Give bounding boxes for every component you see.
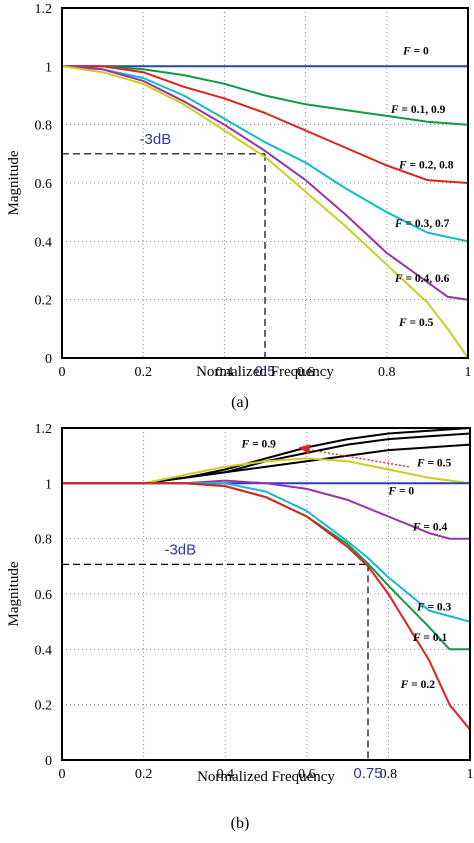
- y-tick-label: 0.2: [35, 699, 53, 714]
- y-tick-label: 0.2: [35, 294, 53, 309]
- chart-panel-a: 0 0.2 0.4 0.6 0.8 1 0 0.2 0.4 0.6 0.8 1 1.2 0.5 -3dB No…: [6, 2, 472, 411]
- series-label: F = 0: [387, 485, 414, 497]
- y-tick-label: 0.8: [35, 533, 53, 548]
- series-line: [62, 482, 471, 623]
- plot-frame: [61, 7, 469, 359]
- x-axis-label: Normalized Frequency: [196, 364, 334, 380]
- x-tick-label: 0.8: [378, 365, 396, 380]
- series-line: [61, 65, 469, 301]
- y-tick-label: 0.4: [35, 235, 53, 250]
- series-label: F = 0: [402, 46, 429, 58]
- y-tick-label: 1: [45, 477, 52, 492]
- cutoff-label: 0.5: [255, 363, 276, 380]
- y-tick-label: 1.2: [35, 2, 53, 17]
- series-label: F = 0.5: [416, 458, 452, 470]
- y-tick-label: 0: [45, 352, 52, 367]
- series-label: F = 0.3, 0.7: [394, 218, 450, 230]
- y-tick-label: 0.6: [35, 588, 53, 603]
- series-label: F = 0.2, 0.8: [398, 159, 454, 171]
- x-tick-label: 0.6: [298, 767, 316, 782]
- series-line: [62, 427, 471, 485]
- series-label: F = 0.1, 0.9: [390, 104, 446, 116]
- x-tick-label: 1: [467, 767, 474, 782]
- x-tick-label: 0: [59, 767, 66, 782]
- x-tick-label: 0: [59, 365, 66, 380]
- y-tick-label: 0.6: [35, 177, 53, 192]
- y-tick-label: 0.8: [35, 119, 53, 134]
- series-line: [62, 479, 470, 540]
- series-line: [62, 65, 469, 126]
- y-axis-label: Magnitude: [6, 561, 22, 626]
- x-tick-label: 1: [465, 365, 472, 380]
- series-line: [62, 443, 471, 485]
- series-line: [62, 482, 471, 731]
- y-tick-label: 0: [45, 754, 52, 769]
- series-label: F = 0.3: [416, 602, 452, 614]
- x-tick-label: 0.6: [297, 365, 315, 380]
- y-axis-label: Magnitude: [6, 150, 22, 215]
- series-line: [62, 65, 469, 184]
- series-label: F = 0.9: [241, 438, 277, 450]
- x-tick-label: 0.4: [216, 767, 234, 782]
- series-label: F = 0.5: [398, 317, 434, 329]
- y-tick-label: 0.4: [35, 643, 53, 658]
- db-label: -3dB: [164, 541, 196, 558]
- x-tick-label: 0.2: [134, 365, 152, 380]
- x-tick-label: 0.2: [135, 767, 153, 782]
- plot-frame: [61, 427, 471, 761]
- series-label: F = 0.4: [412, 521, 448, 533]
- y-tick-label: 1: [45, 60, 52, 75]
- x-axis-label: Normalized Frequency: [197, 769, 335, 785]
- trend-arrow-line: [306, 448, 409, 468]
- series-line: [61, 65, 469, 359]
- chart-panel-b: 0 0.2 0.4 0.6 0.8 1 0 0.2 0.4 0.6 0.8 1 1.2 0.75 -3dB N…: [6, 422, 474, 832]
- y-tick-label: 1.2: [35, 422, 53, 437]
- db-label: -3dB: [140, 131, 172, 148]
- series-line: [62, 457, 471, 485]
- trend-arrow-head: [298, 444, 311, 455]
- x-tick-label: 0.8: [380, 767, 398, 782]
- panel-caption: (b): [231, 815, 250, 832]
- series-label: F = 0.2: [400, 679, 436, 691]
- x-tick-label: 0.4: [216, 365, 234, 380]
- series-line: [62, 482, 470, 651]
- panel-caption: (a): [231, 394, 249, 411]
- series-label: F = 0.4, 0.6: [394, 273, 450, 285]
- series-line: [61, 65, 469, 243]
- cutoff-label: 0.75: [353, 765, 382, 782]
- series-label: F = 0.1: [412, 632, 448, 644]
